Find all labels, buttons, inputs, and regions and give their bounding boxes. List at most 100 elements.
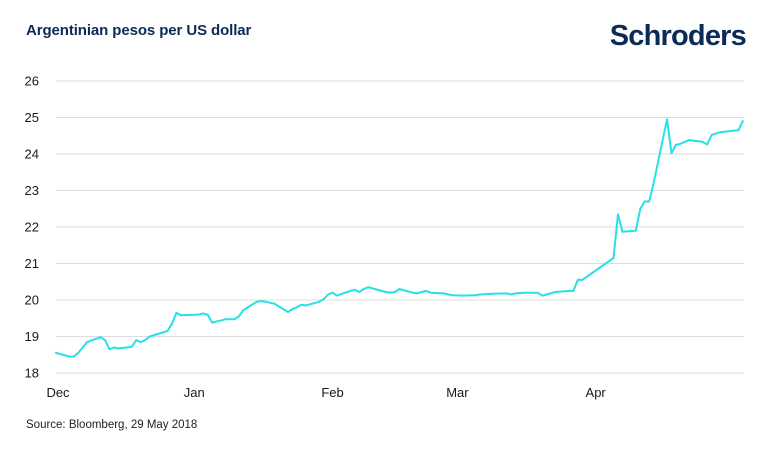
- data-point: [264, 301, 267, 303]
- series-line-0: [55, 118, 744, 358]
- data-point: [635, 229, 637, 232]
- data-point: [86, 341, 88, 343]
- data-point: [581, 279, 584, 281]
- series-group: [55, 118, 744, 358]
- data-point: [554, 291, 557, 293]
- data-point: [478, 293, 481, 296]
- data-point: [336, 294, 338, 297]
- data-point: [541, 294, 543, 297]
- data-point: [697, 140, 699, 142]
- chart-title: Argentinian pesos per US dollar: [26, 22, 252, 39]
- y-axis-ticks: 18 19 20 21 22 23 24 25 26: [25, 74, 39, 381]
- y-tick-label: 18: [25, 366, 39, 381]
- data-point: [255, 301, 258, 303]
- data-point: [242, 309, 245, 312]
- data-point: [514, 292, 517, 295]
- data-point: [639, 208, 642, 210]
- data-point: [652, 182, 655, 184]
- data-point: [322, 298, 325, 301]
- data-point: [670, 152, 673, 155]
- data-point: [461, 294, 463, 297]
- data-point: [443, 292, 445, 295]
- data-point: [398, 288, 401, 290]
- data-point: [166, 330, 169, 332]
- y-tick-label: 24: [25, 147, 39, 162]
- data-point: [206, 313, 209, 316]
- x-axis-ticks: Dec Jan Feb Mar Apr: [46, 385, 606, 400]
- data-point: [425, 290, 428, 292]
- data-point: [139, 341, 142, 343]
- source-note: Source: Bloomberg, 29 May 2018: [26, 419, 198, 431]
- data-point: [238, 315, 240, 318]
- x-tick-label: Jan: [184, 385, 205, 400]
- data-point: [380, 290, 383, 292]
- data-point: [412, 291, 414, 294]
- data-point: [568, 290, 570, 292]
- x-tick-label: Dec: [46, 385, 70, 400]
- data-point: [688, 139, 691, 141]
- y-tick-label: 25: [25, 110, 39, 125]
- data-point: [536, 291, 539, 294]
- data-point: [68, 355, 71, 358]
- data-point: [73, 355, 75, 358]
- data-point: [492, 293, 494, 295]
- data-point: [117, 347, 120, 350]
- data-point: [104, 339, 106, 342]
- data-point: [300, 303, 303, 306]
- data-point: [233, 318, 236, 321]
- data-point: [260, 300, 263, 302]
- data-point: [349, 290, 352, 292]
- data-point: [77, 352, 80, 354]
- data-point: [55, 352, 57, 354]
- data-point: [617, 213, 619, 215]
- data-point: [287, 311, 289, 313]
- data-point: [612, 257, 615, 259]
- data-point: [211, 321, 213, 324]
- data-point: [367, 286, 370, 289]
- y-tick-label: 20: [25, 293, 39, 308]
- data-point: [291, 308, 294, 310]
- data-point: [416, 292, 419, 295]
- schroders-logo: Schroders: [609, 20, 747, 52]
- data-point: [545, 293, 548, 296]
- data-point: [131, 345, 133, 348]
- data-point: [643, 200, 646, 203]
- data-point: [742, 120, 744, 122]
- data-point: [452, 294, 454, 297]
- data-point: [447, 293, 450, 296]
- x-tick-label: Mar: [446, 385, 469, 400]
- data-point: [679, 143, 682, 145]
- data-point: [648, 200, 650, 203]
- data-point: [273, 302, 276, 305]
- data-point: [572, 290, 575, 292]
- data-point: [429, 291, 432, 294]
- data-point: [577, 279, 579, 281]
- data-point: [113, 346, 115, 349]
- data-point: [719, 131, 722, 133]
- x-tick-label: Feb: [321, 385, 343, 400]
- data-point: [354, 289, 356, 291]
- y-tick-label: 19: [25, 329, 39, 344]
- data-point: [394, 291, 396, 293]
- data-point: [523, 291, 526, 294]
- y-tick-label: 26: [25, 74, 39, 89]
- data-point: [144, 339, 146, 342]
- y-tick-label: 21: [25, 256, 39, 271]
- data-point: [296, 306, 298, 309]
- data-point: [99, 336, 102, 339]
- data-point: [175, 312, 178, 314]
- data-point: [710, 134, 713, 136]
- data-point: [331, 291, 334, 294]
- y-tick-label: 23: [25, 183, 39, 198]
- x-tick-label: Apr: [586, 385, 607, 400]
- data-point: [621, 230, 624, 233]
- data-point: [675, 144, 677, 146]
- data-point: [197, 313, 200, 316]
- data-point: [148, 335, 151, 338]
- data-point: [666, 118, 668, 121]
- data-point: [505, 292, 508, 295]
- data-point: [171, 322, 173, 325]
- data-point: [706, 143, 708, 146]
- data-point: [420, 291, 423, 293]
